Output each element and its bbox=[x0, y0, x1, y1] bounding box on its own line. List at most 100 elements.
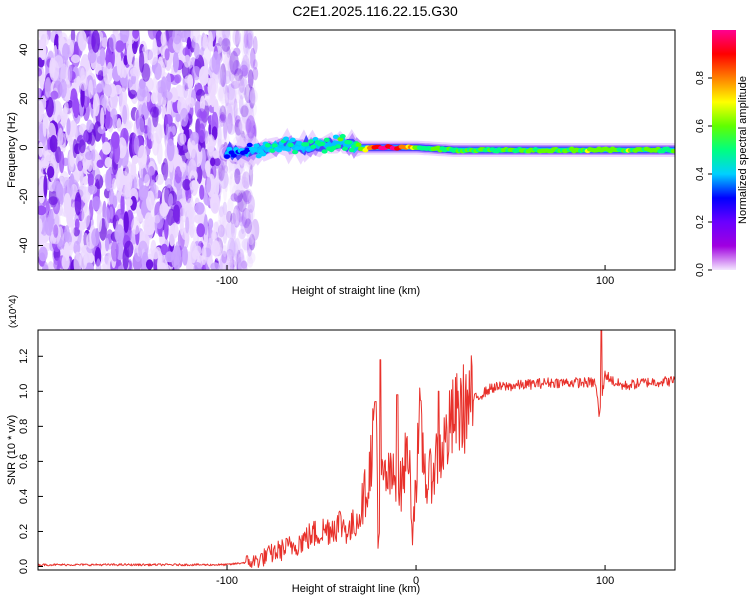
noise-blob bbox=[219, 105, 227, 122]
noise-blob bbox=[96, 209, 103, 233]
signal-cell bbox=[303, 142, 310, 147]
noise-blob bbox=[242, 204, 249, 221]
signal-cell bbox=[330, 145, 337, 151]
noise-blob bbox=[174, 166, 182, 184]
noise-blob bbox=[146, 190, 155, 211]
noise-blob bbox=[159, 202, 169, 217]
noise-blob bbox=[241, 208, 251, 229]
noise-blob bbox=[244, 131, 252, 140]
noise-blob bbox=[193, 42, 200, 60]
noise-blob bbox=[239, 64, 249, 77]
noise-blob bbox=[91, 228, 100, 247]
signal-cell bbox=[253, 143, 260, 148]
noise-blob bbox=[113, 84, 123, 95]
noise-blob bbox=[191, 66, 201, 81]
noise-blob bbox=[244, 218, 252, 234]
noise-blob bbox=[227, 176, 233, 186]
noise-blob bbox=[249, 91, 257, 106]
noise-blob bbox=[63, 192, 72, 215]
noise-blob bbox=[243, 117, 253, 142]
noise-blob bbox=[235, 233, 246, 258]
noise-blob bbox=[102, 255, 111, 270]
snr-ytick-label: 1.0 bbox=[18, 384, 30, 399]
noise-blob bbox=[223, 241, 228, 265]
noise-blob bbox=[222, 70, 232, 85]
noise-blob bbox=[43, 174, 48, 198]
noise-blob bbox=[69, 120, 78, 145]
noise-blob bbox=[196, 163, 203, 185]
noise-blob bbox=[139, 84, 149, 98]
noise-blob bbox=[237, 261, 246, 270]
noise-blob bbox=[199, 184, 205, 200]
noise-blob bbox=[239, 116, 245, 134]
noise-blob bbox=[221, 38, 231, 47]
noise-blob bbox=[88, 79, 94, 100]
noise-blob bbox=[147, 30, 158, 40]
noise-blob bbox=[237, 189, 248, 213]
noise-blob bbox=[231, 75, 237, 86]
noise-blob bbox=[112, 114, 118, 129]
noise-blob bbox=[138, 185, 149, 201]
noise-blob bbox=[57, 127, 64, 147]
noise-blob bbox=[244, 188, 253, 204]
snr-ytick-label: 1.2 bbox=[18, 349, 30, 364]
noise-blob bbox=[218, 206, 224, 218]
noise-blob bbox=[217, 82, 225, 99]
noise-blob bbox=[53, 224, 59, 238]
noise-blob bbox=[108, 34, 117, 53]
noise-blob bbox=[116, 52, 122, 76]
noise-blob bbox=[79, 250, 88, 270]
noise-blob bbox=[236, 198, 245, 223]
noise-blob bbox=[245, 30, 254, 41]
noise-blob bbox=[223, 102, 233, 125]
noise-blob bbox=[246, 237, 253, 257]
noise-blob bbox=[252, 36, 258, 55]
noise-blob bbox=[230, 233, 237, 245]
noise-blob bbox=[240, 214, 246, 235]
noise-blob bbox=[218, 31, 223, 49]
noise-blob bbox=[249, 47, 256, 69]
noise-blob bbox=[234, 115, 242, 128]
noise-blob bbox=[59, 79, 67, 99]
noise-blob bbox=[218, 114, 227, 123]
noise-blob bbox=[248, 239, 258, 249]
heatmap-ytick-label: 20 bbox=[18, 92, 30, 104]
signal-cell bbox=[296, 141, 303, 146]
noise-blob bbox=[91, 196, 101, 211]
noise-blob bbox=[231, 246, 239, 267]
noise-blob bbox=[230, 193, 239, 202]
noise-blob bbox=[226, 123, 236, 135]
noise-blob bbox=[242, 30, 249, 45]
noise-blob bbox=[219, 170, 229, 189]
signal-cell bbox=[332, 134, 339, 140]
snr-multiplier: (x10^4) bbox=[8, 295, 19, 328]
noise-blob bbox=[245, 99, 254, 117]
noise-blob bbox=[240, 77, 248, 87]
noise-blob bbox=[141, 63, 151, 82]
noise-blob bbox=[97, 126, 106, 135]
noise-blob bbox=[238, 74, 245, 86]
noise-blob bbox=[228, 109, 234, 121]
snr-xlabel: Height of straight line (km) bbox=[292, 583, 420, 595]
noise-blob bbox=[213, 157, 221, 167]
noise-blob bbox=[248, 101, 257, 117]
noise-blob bbox=[74, 218, 80, 231]
heatmap-xlabel: Height of straight line (km) bbox=[292, 285, 420, 297]
noise-blob bbox=[229, 237, 236, 255]
noise-blob bbox=[59, 151, 65, 174]
snr-line bbox=[38, 330, 675, 568]
noise-blob bbox=[168, 193, 174, 207]
noise-blob bbox=[142, 220, 148, 230]
noise-blob bbox=[61, 43, 70, 61]
noise-blob bbox=[137, 144, 148, 169]
signal-cell bbox=[298, 145, 305, 151]
colorbar-tick-label: 0.6 bbox=[695, 119, 706, 133]
noise-blob bbox=[247, 92, 256, 103]
noise-blob bbox=[234, 176, 243, 196]
noise-blob bbox=[240, 180, 249, 192]
noise-blob bbox=[243, 30, 249, 49]
noise-blob bbox=[248, 65, 254, 85]
noise-blob bbox=[222, 161, 227, 186]
snr-ytick-label: 0.6 bbox=[18, 454, 30, 469]
signal-cell bbox=[323, 137, 330, 143]
